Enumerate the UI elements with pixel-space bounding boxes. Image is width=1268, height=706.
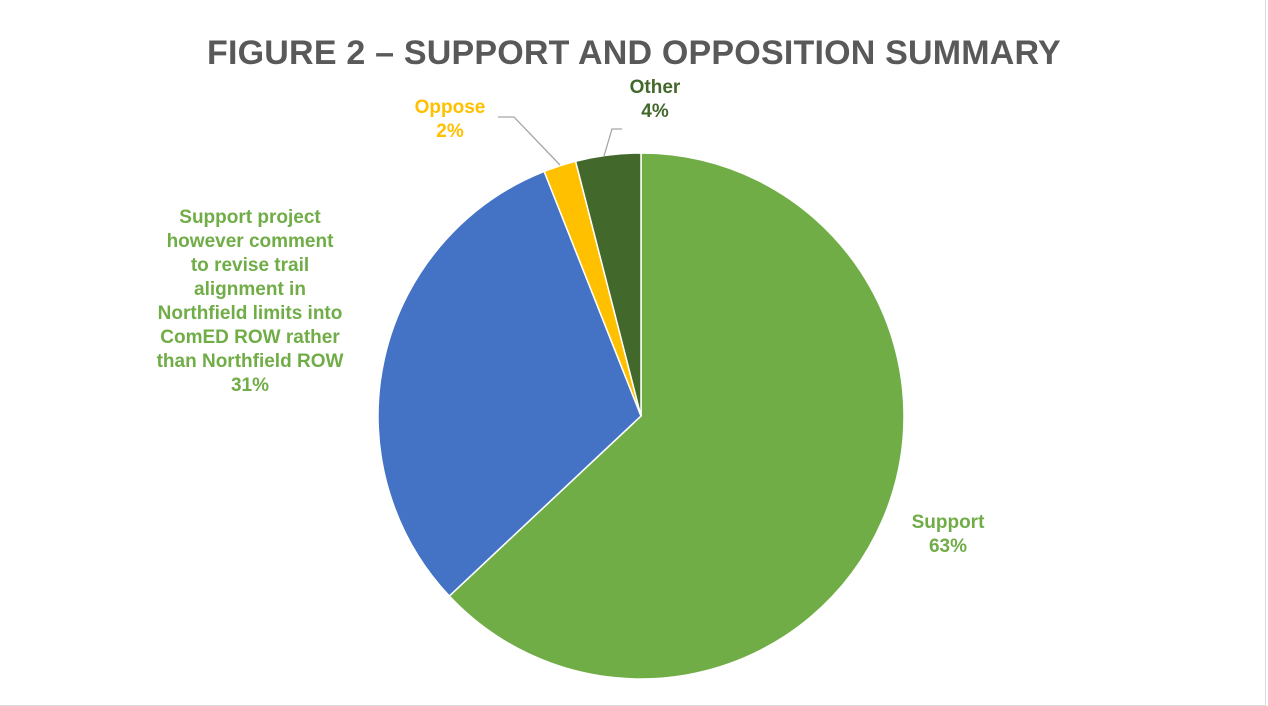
leader-line-other — [603, 128, 622, 157]
slice-name-line-4: alignment in — [194, 279, 306, 300]
slice-name-other: Other — [629, 77, 681, 98]
slice-name-line-1: Support project — [179, 207, 321, 228]
slice-label-support: Support 63% — [888, 511, 1008, 559]
slice-name-oppose: Oppose — [414, 97, 486, 118]
slice-pct-other: 4% — [641, 101, 669, 122]
slice-pct-support-with-comment: 31% — [230, 375, 270, 396]
pie-slice-support-with-comment — [377, 170, 642, 598]
slice-name-support: Support — [911, 512, 985, 533]
slice-name-line-2: however comment — [166, 231, 334, 252]
slice-label-other: Other 4% — [615, 76, 695, 124]
slice-pct-oppose: 2% — [436, 121, 464, 142]
slice-name-line-5: Northfield limits into — [157, 303, 343, 324]
slice-label-support-with-comment: Support project however comment to revis… — [130, 206, 370, 398]
pie-slices — [377, 152, 905, 680]
slice-name-line-3: to revise trail — [190, 255, 310, 276]
slice-name-line-7: than Northfield ROW — [156, 351, 344, 372]
chart-title: FIGURE 2 – SUPPORT AND OPPOSITION SUMMAR… — [207, 34, 1061, 72]
pie-slice-other — [574, 152, 642, 417]
pie-slice-support — [448, 152, 905, 680]
slice-name-line-6: ComED ROW rather — [160, 327, 340, 348]
leader-line-oppose — [498, 116, 561, 166]
slice-pct-support: 63% — [928, 536, 968, 557]
leader-lines — [498, 116, 622, 166]
slice-label-oppose: Oppose 2% — [405, 96, 495, 144]
